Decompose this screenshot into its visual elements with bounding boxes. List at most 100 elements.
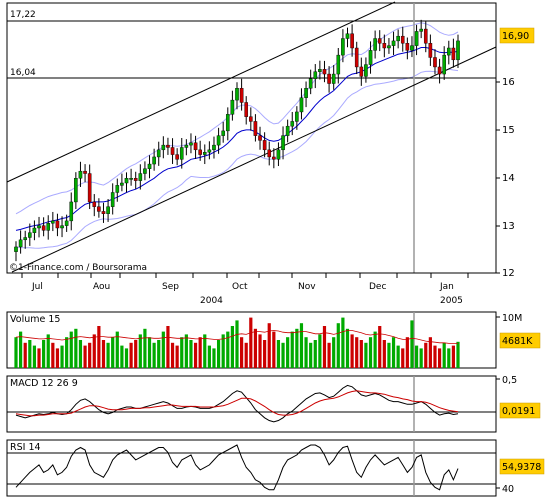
candle-body [295, 111, 299, 122]
volume-bar [143, 328, 147, 368]
volume-bar [451, 345, 455, 368]
candlestick [235, 82, 239, 110]
candlestick [345, 27, 350, 48]
candle-body [64, 220, 69, 226]
candle-body [212, 144, 216, 151]
volume-average-line [15, 330, 458, 344]
volume-bar [189, 340, 193, 368]
candlestick [272, 148, 276, 169]
candlestick [78, 161, 83, 187]
candle-body [207, 149, 212, 153]
volume-bar [230, 326, 234, 368]
level-low-label: 16,04 [10, 68, 36, 78]
price-tick-label: 16 [502, 77, 515, 88]
candlestick [216, 127, 221, 154]
candle-body [377, 38, 382, 44]
candle-body [313, 71, 318, 79]
rsi-plot-frame [6, 439, 497, 497]
volume-bar [124, 348, 129, 368]
candle-body [373, 38, 377, 51]
candlestick [262, 132, 267, 158]
volume-bar [138, 334, 142, 368]
volume-bar [419, 348, 423, 368]
volume-bar [14, 337, 18, 368]
macd-line [15, 384, 459, 423]
candle-body [235, 88, 239, 101]
candlestick [456, 34, 460, 68]
volume-bar [115, 331, 119, 368]
volume-bar [318, 334, 322, 368]
candle-body [322, 69, 327, 75]
volume-bar [147, 337, 152, 368]
candlestick [143, 161, 147, 181]
candlestick [120, 173, 124, 192]
volume-bar [447, 348, 451, 368]
price-tick-label: 13 [502, 221, 515, 232]
rsi-last-label: 54,9378 [502, 462, 541, 473]
candlestick [281, 126, 285, 160]
macd-panel: MACD 12 26 9 0,5 0,0191 [6, 375, 541, 433]
volume-bar [359, 340, 363, 368]
candle-body [97, 206, 101, 212]
candle-body [202, 152, 207, 155]
candlestick [83, 164, 87, 183]
volume-bar [212, 348, 216, 368]
time-axis: Jul Aou Sep Oct Nov Dec Jan 2004 2005 [7, 272, 496, 306]
candlestick [133, 171, 138, 190]
candlestick [322, 60, 327, 83]
volume-bar [378, 326, 382, 368]
candlestick [331, 65, 336, 90]
volume-bar [373, 331, 377, 368]
volume-bar [332, 337, 336, 368]
candlestick [327, 66, 331, 93]
volume-bar [42, 340, 46, 368]
candlestick [308, 69, 313, 95]
candlestick [258, 126, 262, 150]
candlestick [304, 81, 308, 108]
candle-body [74, 178, 78, 203]
candle-body [299, 97, 304, 113]
upper-trend-line [6, 1, 396, 183]
candle-body [129, 178, 133, 180]
candle-body [230, 99, 235, 115]
volume-bar [281, 342, 285, 368]
candlestick [92, 194, 97, 217]
candlestick [156, 141, 161, 166]
candle-body [184, 144, 189, 148]
year-label: 2005 [440, 296, 463, 306]
candle-body [262, 140, 267, 151]
candlestick [364, 57, 368, 83]
candlestick [138, 164, 143, 190]
volume-bar [414, 345, 419, 368]
candle-body [410, 45, 414, 51]
candle-body [327, 73, 331, 84]
volume-bar [382, 340, 386, 368]
volume-bar [83, 345, 87, 368]
volume-bar [345, 328, 350, 368]
candle-body [350, 33, 354, 49]
level-high-label: 17,22 [10, 10, 36, 20]
candle-body [341, 38, 345, 56]
candlestick [244, 96, 249, 125]
candlestick [405, 37, 410, 60]
last-price-label: 16,90 [502, 31, 529, 42]
candle-body [368, 50, 373, 65]
volume-bar [290, 331, 294, 368]
candle-body [442, 54, 446, 75]
candle-body [221, 130, 225, 136]
candlestick [147, 155, 152, 179]
candle-body [433, 57, 437, 68]
candle-body [345, 33, 350, 39]
volume-bar [157, 340, 161, 368]
candle-body [152, 156, 156, 165]
candlestick [377, 30, 382, 52]
month-label: Sep [162, 282, 179, 292]
volume-bar [106, 342, 110, 368]
candle-body [120, 182, 124, 186]
rsi-panel: RSI 14 40 54,9378 [6, 439, 545, 497]
volume-bar [304, 337, 308, 368]
month-label: Jan [439, 282, 454, 292]
candle-body [138, 173, 143, 181]
candle-body [451, 47, 456, 61]
